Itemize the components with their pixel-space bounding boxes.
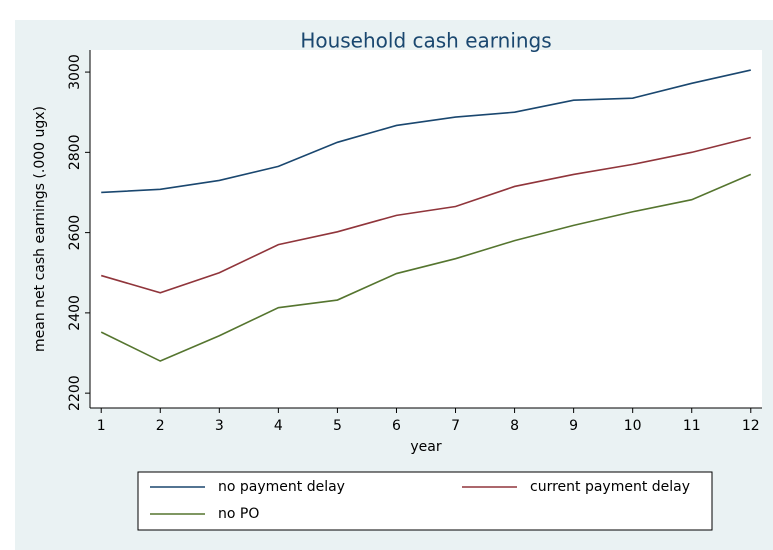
x-axis-label: year (410, 439, 441, 455)
legend-label: no payment delay (218, 479, 345, 495)
x-tick-label: 12 (742, 418, 760, 434)
x-tick-label: 11 (683, 418, 701, 434)
y-tick-label: 3000 (67, 54, 83, 90)
x-tick-label: 7 (451, 418, 460, 434)
x-tick-label: 8 (510, 418, 519, 434)
y-tick-label: 2400 (67, 295, 83, 331)
chart-title: Household cash earnings (300, 29, 551, 53)
x-tick-label: 2 (156, 418, 165, 434)
y-tick-label: 2600 (67, 215, 83, 251)
series-line (100, 136, 751, 294)
x-tick-label: 5 (333, 418, 342, 434)
x-tick-label: 4 (274, 418, 283, 434)
legend (137, 471, 713, 531)
y-tick-label: 2200 (67, 375, 83, 411)
legend-label: current payment delay (530, 479, 690, 495)
plot-area (90, 50, 762, 408)
legend-label: no PO (218, 506, 259, 522)
x-tick-label: 6 (392, 418, 401, 434)
x-tick-label: 1 (97, 418, 106, 434)
x-tick-label: 9 (569, 418, 578, 434)
y-axis-label: mean net cash earnings (.000 ugx) (32, 106, 48, 352)
x-tick-label: 10 (624, 418, 642, 434)
x-tick-label: 3 (215, 418, 224, 434)
y-tick-label: 2800 (67, 135, 83, 171)
series-line (100, 173, 752, 362)
series-line (101, 69, 751, 194)
